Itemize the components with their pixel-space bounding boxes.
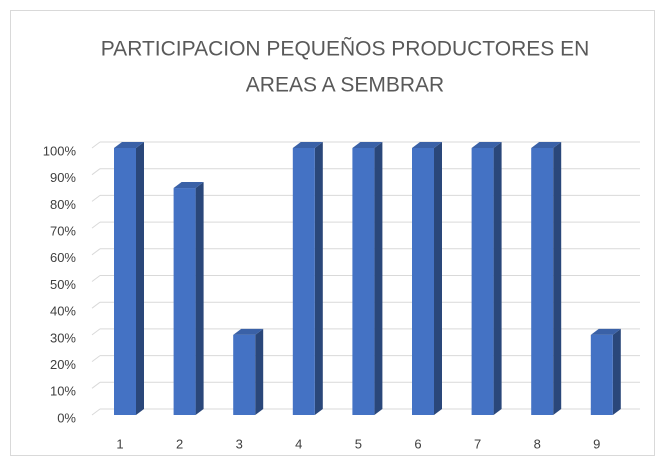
bar-front: [352, 148, 375, 415]
x-tick-label: 2: [176, 436, 183, 451]
grid-line-depth: [91, 141, 101, 149]
bar-front: [471, 148, 494, 415]
y-tick-label: 100%: [43, 143, 77, 158]
bar-front: [531, 148, 554, 415]
bar-side: [374, 142, 383, 415]
x-tick-label: 5: [355, 436, 362, 451]
bar: [173, 182, 204, 415]
bar-side: [434, 142, 442, 415]
bar-top: [590, 328, 621, 335]
grid-line-depth: [91, 381, 101, 389]
chart-title: PARTICIPACION PEQUEÑOS PRODUCTORES EN: [101, 37, 590, 61]
bar-top: [114, 142, 144, 148]
bar: [412, 142, 442, 415]
x-tick-label: 1: [116, 436, 123, 451]
bar-top: [412, 142, 442, 148]
bar-side: [493, 142, 502, 415]
bar: [531, 142, 562, 415]
bar: [590, 328, 621, 415]
grid-line-depth: [91, 168, 101, 176]
y-tick-label: 30%: [50, 330, 76, 345]
bar-front: [590, 334, 613, 415]
y-tick-label: 60%: [50, 250, 76, 265]
bar-top: [471, 142, 502, 148]
grid-line-depth: [91, 194, 101, 202]
bar-side: [612, 328, 621, 415]
x-tick-label: 9: [593, 436, 600, 451]
x-tick-label: 6: [414, 436, 421, 451]
x-tick-label: 3: [236, 436, 243, 451]
bar-side: [136, 142, 144, 415]
y-tick-label: 50%: [50, 277, 76, 292]
bar: [352, 142, 383, 415]
y-tick-label: 70%: [50, 224, 76, 239]
bar-top: [173, 182, 204, 189]
y-tick-label: 40%: [50, 304, 76, 319]
bar: [471, 142, 502, 415]
bar-top: [531, 142, 562, 148]
y-tick-label: 90%: [50, 170, 76, 185]
y-tick-label: 0%: [57, 410, 76, 425]
bar-front: [173, 188, 196, 415]
bar-side: [314, 142, 323, 415]
bar: [233, 328, 264, 415]
bar-front: [233, 334, 256, 415]
bar-top: [352, 142, 383, 148]
bar-side: [553, 142, 562, 415]
bar-side: [255, 328, 264, 415]
bar-side: [195, 182, 204, 415]
grid-line-depth: [91, 355, 101, 363]
y-tick-label: 10%: [50, 384, 76, 399]
y-tick-label: 20%: [50, 357, 76, 372]
bar-front: [292, 148, 315, 415]
bar-top: [233, 328, 264, 335]
bar-front: [114, 148, 136, 415]
grid-line-depth: [91, 248, 101, 256]
x-tick-label: 8: [534, 436, 541, 451]
bar: [114, 142, 144, 415]
bar-top: [292, 142, 323, 148]
grid-line-depth: [91, 301, 101, 309]
bar-front: [412, 148, 434, 415]
x-tick-label: 4: [295, 436, 302, 451]
bar: [292, 142, 323, 415]
grid-line-depth: [91, 221, 101, 229]
y-tick-label: 80%: [50, 197, 76, 212]
chart-title: AREAS A SEMBRAR: [246, 74, 444, 97]
grid-line-depth: [91, 275, 101, 282]
x-tick-label: 7: [474, 436, 481, 451]
grid-line-depth: [91, 328, 101, 336]
grid-line-depth: [91, 408, 101, 416]
